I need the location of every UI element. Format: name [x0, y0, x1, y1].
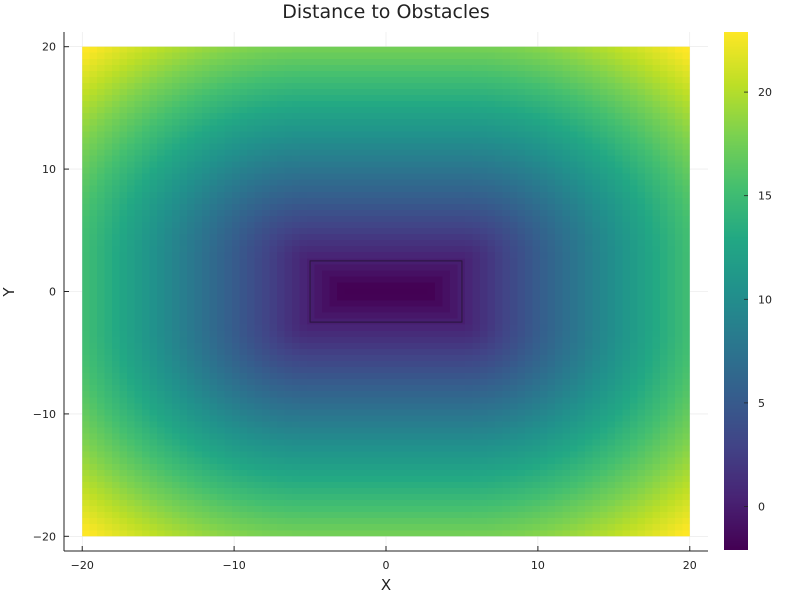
y-tick-label: 20: [42, 41, 56, 54]
x-ticks: −20 −10 0 10 20: [71, 546, 697, 572]
x-tick-label: −20: [71, 559, 94, 572]
y-ticks: −20 −10 0 10 20: [33, 41, 69, 543]
y-tick-label: −10: [33, 408, 56, 421]
colorbar-ticks: 0 5 10 15 20: [744, 86, 772, 513]
colorbar-tick-label: 0: [758, 500, 765, 513]
x-tick-label: −10: [223, 559, 246, 572]
colorbar-tick-label: 15: [758, 190, 772, 203]
chart-title: Distance to Obstacles: [282, 1, 490, 23]
y-axis-label: Y: [0, 287, 18, 298]
y-tick-label: 0: [49, 286, 56, 299]
x-tick-label: 20: [683, 559, 697, 572]
x-axis-label: X: [381, 576, 391, 594]
x-tick-label: 0: [383, 559, 390, 572]
y-tick-label: 10: [42, 163, 56, 176]
colorbar-tick-label: 5: [758, 397, 765, 410]
colorbar-tick-label: 10: [758, 293, 772, 306]
y-tick-label: −20: [33, 530, 56, 543]
x-tick-label: 10: [531, 559, 545, 572]
colorbar-tick-label: 20: [758, 86, 772, 99]
heatmap-field: [82, 46, 690, 537]
obstacle-rectangle: [309, 260, 463, 323]
colorbar: [724, 32, 748, 550]
